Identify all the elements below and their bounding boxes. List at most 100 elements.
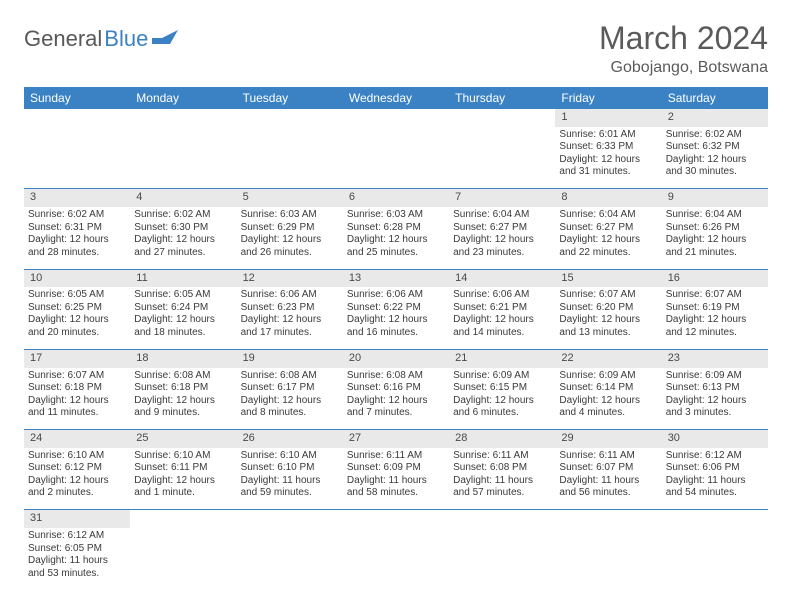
cell-sunset: Sunset: 6:30 PM	[134, 222, 232, 235]
cell-sunset: Sunset: 6:22 PM	[347, 302, 445, 315]
day-number-cell: 12	[237, 269, 343, 287]
day-number-cell: 13	[343, 269, 449, 287]
day-cell: Sunrise: 6:02 AMSunset: 6:31 PMDaylight:…	[24, 207, 130, 269]
cell-day1: Daylight: 11 hours	[241, 475, 339, 488]
cell-sunrise: Sunrise: 6:09 AM	[559, 370, 657, 383]
cell-day2: and 8 minutes.	[241, 407, 339, 420]
cell-sunset: Sunset: 6:32 PM	[666, 141, 764, 154]
day-number-cell	[237, 109, 343, 127]
cell-day1: Daylight: 12 hours	[453, 234, 551, 247]
day-cell: Sunrise: 6:04 AMSunset: 6:27 PMDaylight:…	[555, 207, 661, 269]
cell-day1: Daylight: 12 hours	[666, 314, 764, 327]
cell-day1: Daylight: 12 hours	[666, 154, 764, 167]
day-number-cell: 16	[662, 269, 768, 287]
day-number-cell: 8	[555, 189, 661, 207]
cell-day2: and 25 minutes.	[347, 247, 445, 260]
cell-day2: and 22 minutes.	[559, 247, 657, 260]
cell-sunrise: Sunrise: 6:10 AM	[241, 450, 339, 463]
cell-day1: Daylight: 12 hours	[134, 234, 232, 247]
cell-sunset: Sunset: 6:26 PM	[666, 222, 764, 235]
cell-sunrise: Sunrise: 6:09 AM	[453, 370, 551, 383]
day-cell: Sunrise: 6:03 AMSunset: 6:28 PMDaylight:…	[343, 207, 449, 269]
day-number-cell: 7	[449, 189, 555, 207]
cell-sunrise: Sunrise: 6:06 AM	[241, 289, 339, 302]
day-number-cell	[555, 510, 661, 528]
day-cell: Sunrise: 6:02 AMSunset: 6:30 PMDaylight:…	[130, 207, 236, 269]
cell-day1: Daylight: 12 hours	[347, 314, 445, 327]
cell-sunrise: Sunrise: 6:07 AM	[559, 289, 657, 302]
day-number-cell: 27	[343, 430, 449, 448]
cell-sunset: Sunset: 6:20 PM	[559, 302, 657, 315]
day-cell: Sunrise: 6:12 AMSunset: 6:05 PMDaylight:…	[24, 528, 130, 590]
cell-day2: and 53 minutes.	[28, 568, 126, 581]
day-number-cell: 30	[662, 430, 768, 448]
day-cell: Sunrise: 6:03 AMSunset: 6:29 PMDaylight:…	[237, 207, 343, 269]
day-cell: Sunrise: 6:08 AMSunset: 6:17 PMDaylight:…	[237, 368, 343, 430]
day-number-cell: 22	[555, 349, 661, 367]
cell-day2: and 1 minute.	[134, 487, 232, 500]
day-number-cell	[130, 109, 236, 127]
day-number-cell: 26	[237, 430, 343, 448]
logo: General Blue	[24, 26, 178, 52]
day-cell: Sunrise: 6:01 AMSunset: 6:33 PMDaylight:…	[555, 127, 661, 189]
cell-sunrise: Sunrise: 6:06 AM	[347, 289, 445, 302]
day-number-cell: 29	[555, 430, 661, 448]
day-header: Saturday	[662, 87, 768, 109]
cell-day1: Daylight: 12 hours	[347, 395, 445, 408]
cell-sunset: Sunset: 6:05 PM	[28, 543, 126, 556]
day-content-row: Sunrise: 6:02 AMSunset: 6:31 PMDaylight:…	[24, 207, 768, 269]
cell-sunrise: Sunrise: 6:11 AM	[559, 450, 657, 463]
logo-text-general: General	[24, 26, 102, 52]
day-cell	[130, 528, 236, 590]
day-number-cell: 9	[662, 189, 768, 207]
cell-sunset: Sunset: 6:27 PM	[559, 222, 657, 235]
cell-day1: Daylight: 12 hours	[134, 314, 232, 327]
day-cell: Sunrise: 6:05 AMSunset: 6:25 PMDaylight:…	[24, 287, 130, 349]
day-cell: Sunrise: 6:04 AMSunset: 6:27 PMDaylight:…	[449, 207, 555, 269]
cell-day2: and 14 minutes.	[453, 327, 551, 340]
day-number-cell	[343, 109, 449, 127]
day-number-cell: 19	[237, 349, 343, 367]
day-cell	[24, 127, 130, 189]
cell-day1: Daylight: 11 hours	[453, 475, 551, 488]
cell-sunset: Sunset: 6:09 PM	[347, 462, 445, 475]
cell-day2: and 12 minutes.	[666, 327, 764, 340]
day-number-row: 12	[24, 109, 768, 127]
day-header: Tuesday	[237, 87, 343, 109]
cell-day2: and 20 minutes.	[28, 327, 126, 340]
day-cell: Sunrise: 6:10 AMSunset: 6:12 PMDaylight:…	[24, 448, 130, 510]
day-number-cell: 24	[24, 430, 130, 448]
day-content-row: Sunrise: 6:01 AMSunset: 6:33 PMDaylight:…	[24, 127, 768, 189]
day-number-cell: 4	[130, 189, 236, 207]
cell-sunrise: Sunrise: 6:10 AM	[134, 450, 232, 463]
day-number-row: 10111213141516	[24, 269, 768, 287]
cell-day1: Daylight: 11 hours	[347, 475, 445, 488]
cell-day1: Daylight: 12 hours	[559, 395, 657, 408]
day-number-cell: 1	[555, 109, 661, 127]
day-cell	[343, 528, 449, 590]
day-cell: Sunrise: 6:07 AMSunset: 6:20 PMDaylight:…	[555, 287, 661, 349]
cell-day1: Daylight: 12 hours	[28, 314, 126, 327]
day-cell: Sunrise: 6:02 AMSunset: 6:32 PMDaylight:…	[662, 127, 768, 189]
cell-sunrise: Sunrise: 6:08 AM	[347, 370, 445, 383]
cell-day2: and 57 minutes.	[453, 487, 551, 500]
day-number-cell	[130, 510, 236, 528]
day-number-cell: 11	[130, 269, 236, 287]
day-number-cell	[662, 510, 768, 528]
day-cell	[237, 528, 343, 590]
cell-sunset: Sunset: 6:16 PM	[347, 382, 445, 395]
day-cell: Sunrise: 6:11 AMSunset: 6:07 PMDaylight:…	[555, 448, 661, 510]
day-number-cell: 3	[24, 189, 130, 207]
day-content-row: Sunrise: 6:05 AMSunset: 6:25 PMDaylight:…	[24, 287, 768, 349]
cell-day2: and 26 minutes.	[241, 247, 339, 260]
cell-sunset: Sunset: 6:17 PM	[241, 382, 339, 395]
day-number-cell: 20	[343, 349, 449, 367]
cell-day2: and 30 minutes.	[666, 166, 764, 179]
day-cell: Sunrise: 6:06 AMSunset: 6:21 PMDaylight:…	[449, 287, 555, 349]
day-cell	[449, 127, 555, 189]
day-cell: Sunrise: 6:09 AMSunset: 6:13 PMDaylight:…	[662, 368, 768, 430]
cell-sunset: Sunset: 6:27 PM	[453, 222, 551, 235]
cell-sunset: Sunset: 6:19 PM	[666, 302, 764, 315]
day-cell: Sunrise: 6:08 AMSunset: 6:18 PMDaylight:…	[130, 368, 236, 430]
cell-sunrise: Sunrise: 6:03 AM	[241, 209, 339, 222]
